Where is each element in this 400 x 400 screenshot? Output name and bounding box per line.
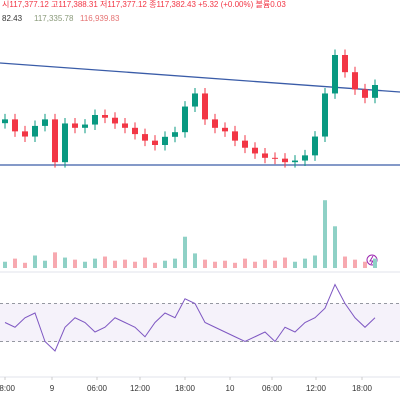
volume-bar <box>3 261 7 268</box>
volume-bar <box>173 258 177 268</box>
volume-bar <box>63 257 67 268</box>
volume-bar <box>93 258 97 268</box>
candle-body <box>372 85 378 98</box>
rsi-band <box>0 303 400 342</box>
volume-bar <box>193 253 197 268</box>
volume-bar <box>243 258 247 268</box>
volume-bar <box>323 200 327 268</box>
candle-body <box>232 131 238 141</box>
candle-body <box>132 127 138 135</box>
volume-bar <box>283 257 287 268</box>
candle-body <box>152 140 158 145</box>
candle-body <box>362 89 368 98</box>
volume-bar <box>203 259 207 268</box>
volume-bar <box>33 255 37 268</box>
volume-bar <box>353 259 357 268</box>
x-tick-label: 18:00 <box>175 384 196 393</box>
volume-bar <box>83 261 87 268</box>
candle-body <box>102 115 108 118</box>
volume-bar <box>313 255 317 268</box>
volume-bar <box>263 259 267 268</box>
volume-bar <box>303 258 307 268</box>
candle-body <box>322 93 328 137</box>
volume-bar <box>53 252 57 268</box>
candle-body <box>282 158 288 163</box>
volume-bar <box>73 259 77 268</box>
volume-bar <box>293 261 297 268</box>
x-tick-label: 9 <box>50 384 55 393</box>
trend-line <box>0 62 400 93</box>
alert-icon-bolt <box>369 255 374 265</box>
candle-body <box>32 125 38 137</box>
volume-bar <box>163 260 167 268</box>
candle-body <box>42 119 48 126</box>
volume-bar <box>43 260 47 268</box>
candle-body <box>312 136 318 156</box>
candle-body <box>212 119 218 128</box>
candle-body <box>272 157 278 159</box>
candle-body <box>72 123 78 128</box>
candle-body <box>342 55 348 73</box>
candle-body <box>162 136 168 145</box>
x-tick-label: 06:00 <box>87 384 108 393</box>
candle-body <box>22 131 28 137</box>
x-tick-label: 18:00 <box>0 384 16 393</box>
indicator-value: 82.43 <box>2 14 23 23</box>
candle-body <box>12 119 18 132</box>
volume-bar <box>373 258 377 268</box>
candle-body <box>252 147 258 154</box>
volume-bar <box>343 256 347 268</box>
candle-body <box>172 132 178 137</box>
x-tick-label: 12:00 <box>130 384 151 393</box>
candle-body <box>142 134 148 141</box>
volume-bar <box>363 261 367 268</box>
candle-body <box>112 117 118 124</box>
candle-body <box>262 153 268 158</box>
rsi-line <box>4 283 376 352</box>
candle-body <box>2 119 8 124</box>
x-tick-label: 06:00 <box>262 384 283 393</box>
candle-body <box>52 119 58 163</box>
candle-body <box>182 106 188 133</box>
volume-bar <box>213 261 217 268</box>
volume-bar <box>223 260 227 268</box>
x-tick-label: 10 <box>226 384 235 393</box>
volume-bar <box>273 260 277 268</box>
indicator-value: 117,335.78 <box>34 14 74 23</box>
volume-bar <box>233 262 237 268</box>
x-tick-label: 18:00 <box>352 384 373 393</box>
volume-bar <box>113 260 117 268</box>
volume-bar <box>133 261 137 268</box>
volume-bar <box>143 257 147 268</box>
candle-body <box>82 124 88 128</box>
candle-body <box>62 123 68 163</box>
volume-bar <box>123 259 127 268</box>
ohlc-legend: 시117,377.12 고117,388.31 저117,377.12 종117… <box>2 0 286 9</box>
volume-bar <box>333 226 337 268</box>
volume-bar <box>183 236 187 268</box>
candle-body <box>352 72 358 90</box>
candle-body <box>302 155 308 161</box>
candle-body <box>122 123 128 128</box>
volume-bar <box>153 262 157 268</box>
candle-body <box>332 55 338 94</box>
volume-bar <box>13 258 17 268</box>
candle-body <box>192 93 198 107</box>
volume-bar <box>23 262 27 268</box>
candle-body <box>92 115 98 125</box>
x-tick-label: 12:00 <box>306 384 327 393</box>
candle-body <box>292 160 298 163</box>
volume-bar <box>103 256 107 268</box>
indicator-value: 116,939.83 <box>80 14 120 23</box>
candle-body <box>202 93 208 120</box>
candle-body <box>242 140 248 148</box>
candle-body <box>222 127 228 132</box>
volume-bar <box>253 261 257 268</box>
